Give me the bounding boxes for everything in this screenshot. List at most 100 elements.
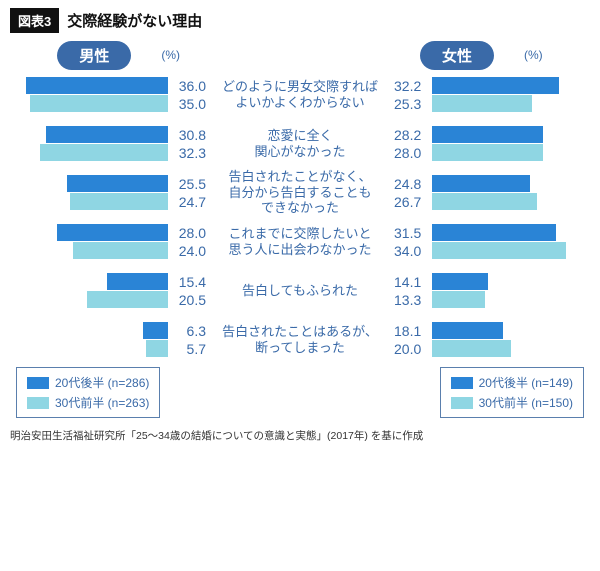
- figure-header: 図表3 交際経験がない理由: [0, 0, 600, 39]
- bar-pair: 32.2 25.3: [390, 77, 590, 112]
- bar-line: 35.0: [10, 95, 210, 112]
- bar-value-label: 35.0: [168, 96, 206, 112]
- bar-value-label: 28.0: [394, 145, 432, 161]
- bar-value-label: 24.7: [168, 194, 206, 210]
- bar: [432, 95, 532, 112]
- male-side: 男性 (%) 36.0 35.0 30.8 32.3 25.5 24.7 28.0 24.0 1…: [10, 39, 210, 357]
- bar-line: 25.3: [390, 95, 590, 112]
- bar: [432, 77, 559, 94]
- swatch-icon: [451, 397, 473, 409]
- figure-title: 交際経験がない理由: [67, 10, 202, 31]
- bar-line: 20.5: [10, 291, 210, 308]
- bar-pair: 28.2 28.0: [390, 126, 590, 161]
- bar: [70, 193, 168, 210]
- bar: [432, 224, 556, 241]
- bar-value-label: 14.1: [394, 274, 432, 290]
- bar-value-label: 5.7: [168, 341, 206, 357]
- swatch-icon: [27, 377, 49, 389]
- bar-value-label: 24.0: [168, 243, 206, 259]
- category-label-line: 自分から告白することも: [228, 185, 371, 201]
- bar-value-label: 34.0: [394, 243, 432, 259]
- bar-line: 20.0: [390, 340, 590, 357]
- male-header: 男性 (%): [10, 39, 210, 71]
- category-label-line: 告白されたことはあるが、: [222, 324, 378, 340]
- unit-label-left: (%): [161, 48, 180, 62]
- bar-line: 26.7: [390, 193, 590, 210]
- legend-label: 30代前半 (n=263): [55, 394, 149, 411]
- category-label-line: どのように男女交際すれば: [222, 79, 378, 95]
- legend-label: 20代後半 (n=149): [479, 374, 573, 391]
- bar-value-label: 25.5: [168, 176, 206, 192]
- category-label-line: 告白してもふられた: [242, 283, 358, 299]
- bar-line: 24.7: [10, 193, 210, 210]
- center-labels: どのように男女交際すればよいかよくわからない恋愛に全く関心がなかった告白されたこ…: [210, 39, 390, 357]
- bar-value-label: 30.8: [168, 127, 206, 143]
- bar-value-label: 36.0: [168, 78, 206, 94]
- bar-value-label: 20.0: [394, 341, 432, 357]
- category-label: 告白されたことがなく、自分から告白することもできなかった: [222, 175, 378, 210]
- category-label-line: 思う人に出会わなかった: [228, 242, 371, 258]
- bar-line: 30.8: [10, 126, 210, 143]
- male-bars: 36.0 35.0 30.8 32.3 25.5 24.7 28.0 24.0 15.4 20.5…: [10, 77, 210, 357]
- bar-line: 24.0: [10, 242, 210, 259]
- bar-pair: 18.1 20.0: [390, 322, 590, 357]
- bar-value-label: 32.3: [168, 145, 206, 161]
- bar-value-label: 20.5: [168, 292, 206, 308]
- bar-line: 15.4: [10, 273, 210, 290]
- bar: [143, 322, 168, 339]
- bar-line: 31.5: [390, 224, 590, 241]
- bar-line: 32.3: [10, 144, 210, 161]
- bar-pair: 14.113.3: [390, 273, 590, 308]
- bar-line: 28.0: [390, 144, 590, 161]
- bar: [432, 175, 530, 192]
- bar: [432, 291, 485, 308]
- bar-line: 32.2: [390, 77, 590, 94]
- bar: [26, 77, 168, 94]
- source-note: 明治安田生活福祉研究所「25〜34歳の結婚についての意識と実態」(2017年) …: [0, 422, 600, 443]
- bar-value-label: 15.4: [168, 274, 206, 290]
- female-heading-pill: 女性: [420, 41, 494, 70]
- bar: [146, 340, 169, 357]
- bar-line: 28.0: [10, 224, 210, 241]
- legend-item: 20代後半 (n=149): [451, 374, 573, 391]
- bar-line: 24.8: [390, 175, 590, 192]
- legend-item: 20代後半 (n=286): [27, 374, 149, 391]
- bar-pair: 6.35.7: [10, 322, 210, 357]
- legend-male: 20代後半 (n=286) 30代前半 (n=263): [16, 367, 160, 418]
- bar-pair: 36.0 35.0: [10, 77, 210, 112]
- bar: [107, 273, 168, 290]
- bar-value-label: 26.7: [394, 194, 432, 210]
- bar-line: 18.1: [390, 322, 590, 339]
- legend-item: 30代前半 (n=263): [27, 394, 149, 411]
- bar-line: 36.0: [10, 77, 210, 94]
- swatch-icon: [451, 377, 473, 389]
- bar-line: 14.1: [390, 273, 590, 290]
- bar-line: 34.0: [390, 242, 590, 259]
- bar-line: 28.2: [390, 126, 590, 143]
- bar-value-label: 25.3: [394, 96, 432, 112]
- category-label-line: 告白されたことがなく、: [228, 169, 371, 185]
- bar: [57, 224, 168, 241]
- bar: [46, 126, 168, 143]
- bar-value-label: 28.2: [394, 127, 432, 143]
- category-label: 告白してもふられた: [222, 273, 378, 308]
- chart-area: 男性 (%) 36.0 35.0 30.8 32.3 25.5 24.7 28.0 24.0 1…: [0, 39, 600, 357]
- category-label: これまでに交際したいと思う人に出会わなかった: [222, 224, 378, 259]
- legend-row: 20代後半 (n=286) 30代前半 (n=263) 20代後半 (n=149…: [0, 357, 600, 422]
- bar-pair: 15.4 20.5: [10, 273, 210, 308]
- bar-value-label: 31.5: [394, 225, 432, 241]
- female-header: 女性 (%): [390, 39, 590, 71]
- bar: [432, 144, 543, 161]
- category-label: どのように男女交際すればよいかよくわからない: [222, 77, 378, 112]
- bar-pair: 30.8 32.3: [10, 126, 210, 161]
- category-label-line: できなかった: [261, 200, 339, 216]
- bar-value-label: 28.0: [168, 225, 206, 241]
- bar: [432, 273, 488, 290]
- bar: [73, 242, 168, 259]
- bar: [432, 340, 511, 357]
- bar-value-label: 18.1: [394, 323, 432, 339]
- category-label-line: 恋愛に全く: [267, 128, 332, 144]
- bar: [40, 144, 168, 161]
- bar-value-label: 32.2: [394, 78, 432, 94]
- female-side: 女性 (%) 32.2 25.3 28.2 28.0 24.8 26.7 31.5 34.0 1…: [390, 39, 590, 357]
